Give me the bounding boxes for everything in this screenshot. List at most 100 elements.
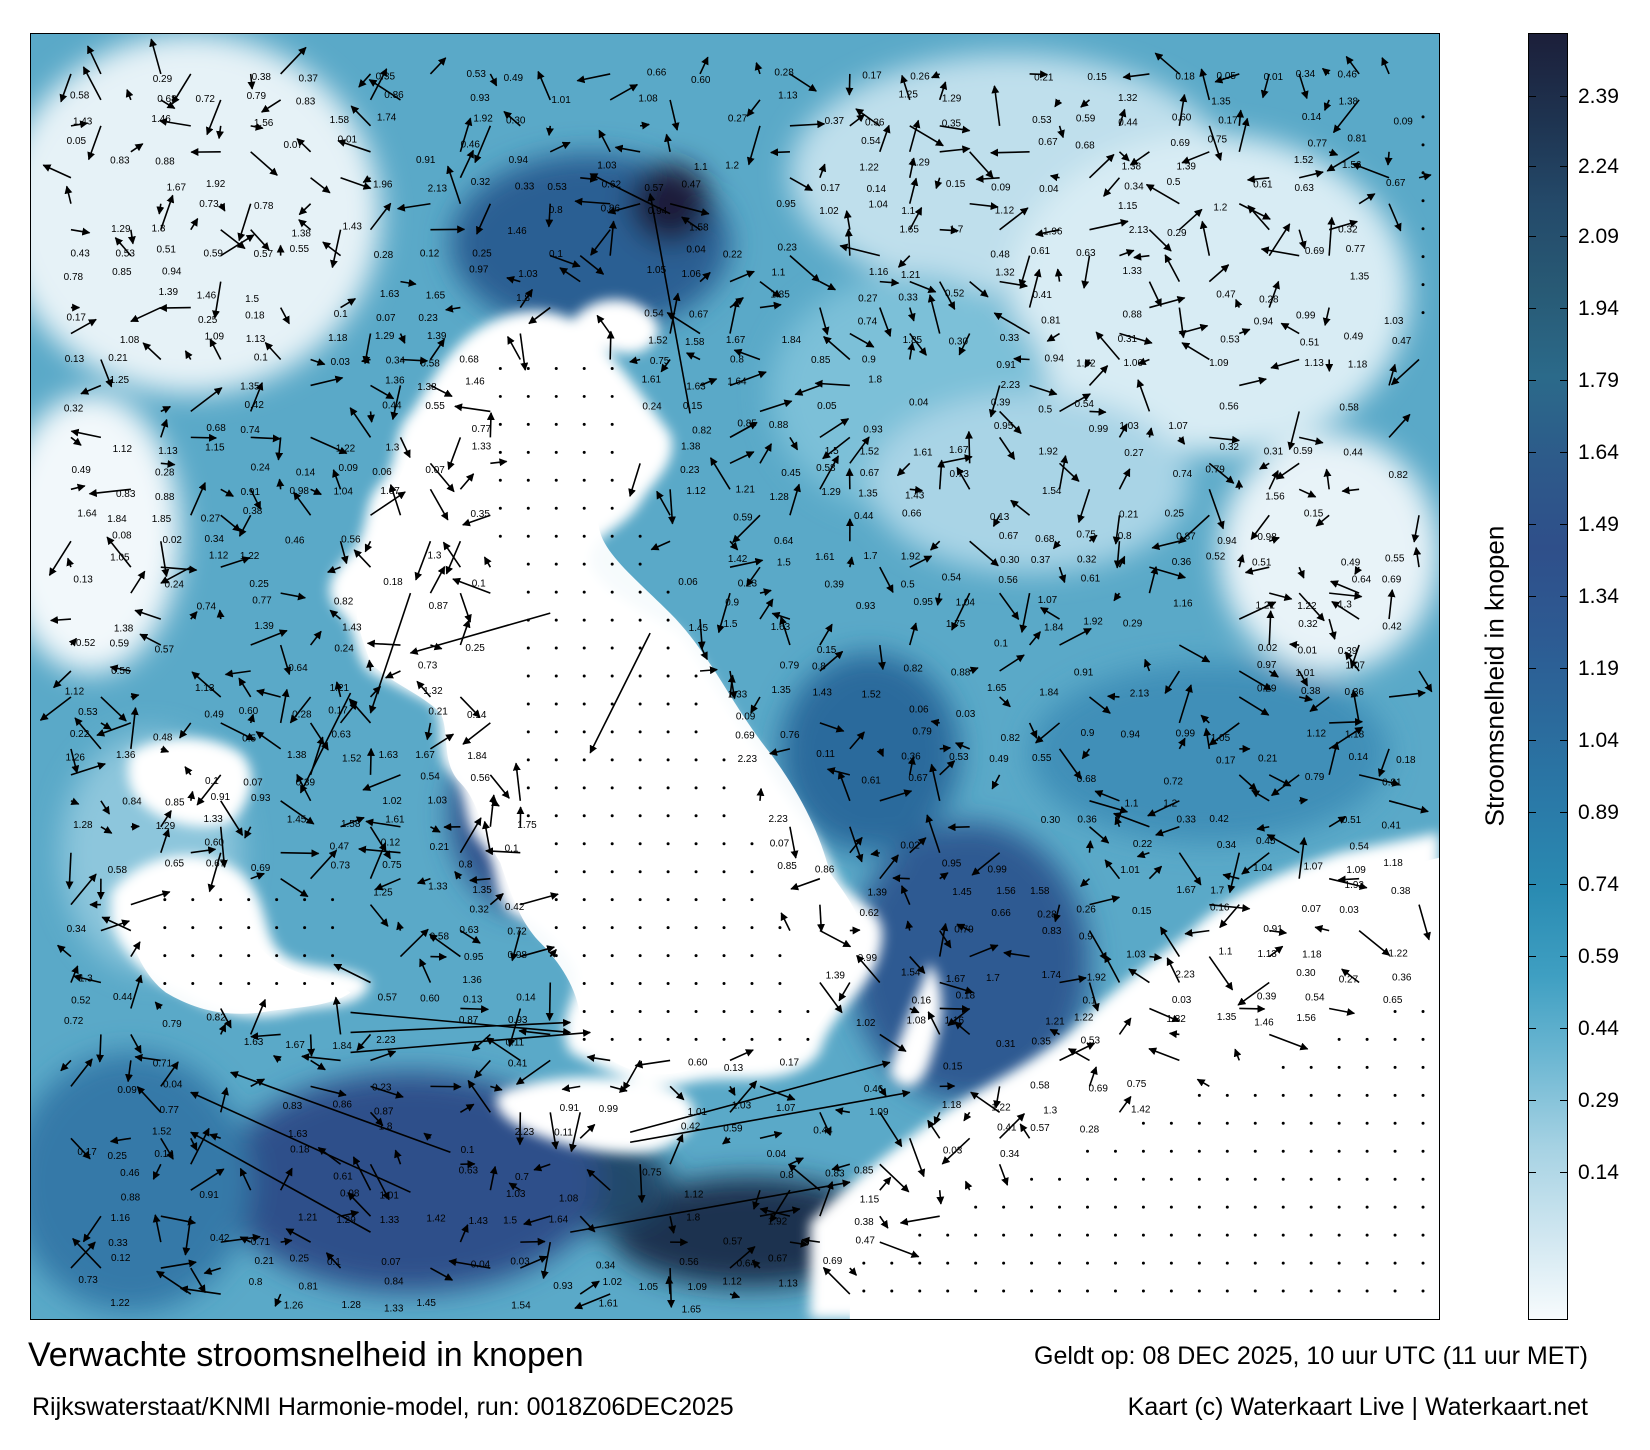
current-arrow — [250, 122, 264, 131]
current-arrow — [936, 1190, 945, 1205]
speed-label: 1.05 — [647, 265, 667, 276]
calm-dot — [526, 534, 530, 538]
calm-dot — [1169, 1121, 1173, 1125]
current-arrow — [1299, 796, 1309, 805]
calm-dot — [498, 422, 502, 426]
current-arrow — [574, 197, 611, 206]
current-arrow — [1118, 423, 1128, 438]
speed-label: 1.13 — [778, 1279, 798, 1290]
current-arrow — [759, 280, 782, 298]
speed-label: 1.18 — [1302, 950, 1322, 961]
current-arrow — [729, 1291, 741, 1299]
current-arrow — [109, 1136, 131, 1145]
map-canvas: 0.29 0.38 0.37 0.35 0.53 0.49 0.660.600.28 0.17… — [31, 34, 1439, 1319]
speed-label: 1.25 — [373, 887, 393, 898]
current-arrow — [608, 220, 617, 256]
calm-dot — [303, 898, 307, 902]
calm-dot — [694, 786, 698, 790]
current-arrows — [39, 38, 1433, 1310]
current-arrow — [239, 1236, 252, 1244]
speed-label: 0.56 — [679, 1257, 699, 1268]
speed-label: 2.13 — [1130, 688, 1150, 699]
speed-label: 1.39 — [826, 971, 846, 982]
calm-dot — [1113, 1289, 1117, 1293]
speed-label: 0.93 — [508, 1015, 528, 1026]
current-arrow — [993, 312, 1030, 335]
calm-dot — [582, 534, 586, 538]
speed-label: 0.31 — [996, 1039, 1016, 1050]
speed-label: 2.13 — [428, 184, 448, 195]
speed-label: 1.42 — [728, 554, 748, 565]
current-arrow — [1256, 823, 1270, 832]
current-arrow — [759, 1085, 796, 1101]
speed-label: 0.77 — [472, 424, 492, 435]
speed-label: 0.68 — [459, 354, 479, 365]
current-arrow — [909, 333, 927, 356]
calm-dot — [1225, 1233, 1229, 1237]
current-arrow — [732, 514, 761, 543]
speed-label: 1.58 — [330, 115, 350, 126]
speed-label: 0.83 — [1042, 926, 1062, 937]
current-arrow — [1328, 148, 1339, 157]
current-arrow — [424, 722, 433, 741]
speed-label: 1.09 — [1209, 358, 1229, 369]
speed-label: 0.22 — [70, 729, 90, 740]
current-arrow — [220, 556, 251, 568]
current-arrow — [839, 243, 880, 257]
current-arrow — [999, 280, 1028, 289]
current-arrow — [520, 1237, 546, 1246]
speed-label: 1.03 — [428, 795, 448, 806]
current-arrow — [596, 314, 611, 334]
speed-label: 1.56 — [1297, 1013, 1317, 1024]
speed-label: 1.7 — [949, 225, 963, 236]
speed-label: 0.30 — [506, 115, 526, 126]
current-arrow — [459, 117, 473, 153]
calm-dot — [1225, 1177, 1229, 1181]
speed-label: 1.39 — [254, 621, 274, 632]
current-arrow — [280, 800, 315, 825]
speed-label: 0.18 — [956, 990, 976, 1001]
current-arrow — [220, 488, 235, 497]
current-arrow — [190, 1168, 225, 1191]
speed-label: 1.07 — [1346, 661, 1366, 672]
speed-label: 0.33 — [1177, 814, 1197, 825]
current-arrow — [452, 577, 491, 594]
current-arrow — [549, 141, 571, 153]
current-arrow — [149, 38, 162, 75]
calm-dot — [610, 702, 614, 706]
current-arrow — [1268, 536, 1280, 544]
speed-label: 0.47 — [1392, 336, 1412, 347]
legend-tick-label: 1.04 — [1578, 729, 1619, 752]
calm-dot — [1421, 171, 1425, 175]
speed-label: 1.58 — [685, 337, 705, 348]
speed-label: 0.04 — [909, 397, 929, 408]
speed-label: 1.01 — [688, 1107, 708, 1118]
speed-label: 0.74 — [197, 602, 217, 613]
calm-dot — [722, 954, 726, 958]
calm-dot — [1253, 1093, 1257, 1097]
speed-label: 1.52 — [648, 336, 668, 347]
speed-label: 0.5 — [242, 733, 256, 744]
speed-label: 0.62 — [860, 908, 880, 919]
speed-label: 0.7 — [515, 1172, 529, 1183]
current-arrow — [819, 929, 852, 948]
current-arrow — [460, 1005, 490, 1014]
current-arrow — [939, 981, 974, 995]
current-arrow — [1358, 774, 1401, 787]
speed-label: 0.69 — [251, 863, 271, 874]
current-arrow — [746, 125, 761, 166]
current-arrow — [247, 713, 255, 724]
calm-dot — [638, 618, 642, 622]
speed-label: 0.93 — [470, 93, 490, 104]
calm-dot — [1086, 1261, 1089, 1265]
current-arrow — [789, 1157, 805, 1165]
speed-label: 1.02 — [856, 1018, 876, 1029]
current-arrow — [356, 1033, 372, 1052]
current-arrow — [289, 696, 312, 724]
current-arrow — [82, 66, 102, 101]
speed-label: 0.03 — [956, 709, 976, 720]
current-arrow — [1085, 840, 1094, 853]
speed-label: 0.59 — [733, 513, 753, 524]
calm-dot — [526, 674, 530, 678]
current-arrow — [1147, 800, 1180, 817]
